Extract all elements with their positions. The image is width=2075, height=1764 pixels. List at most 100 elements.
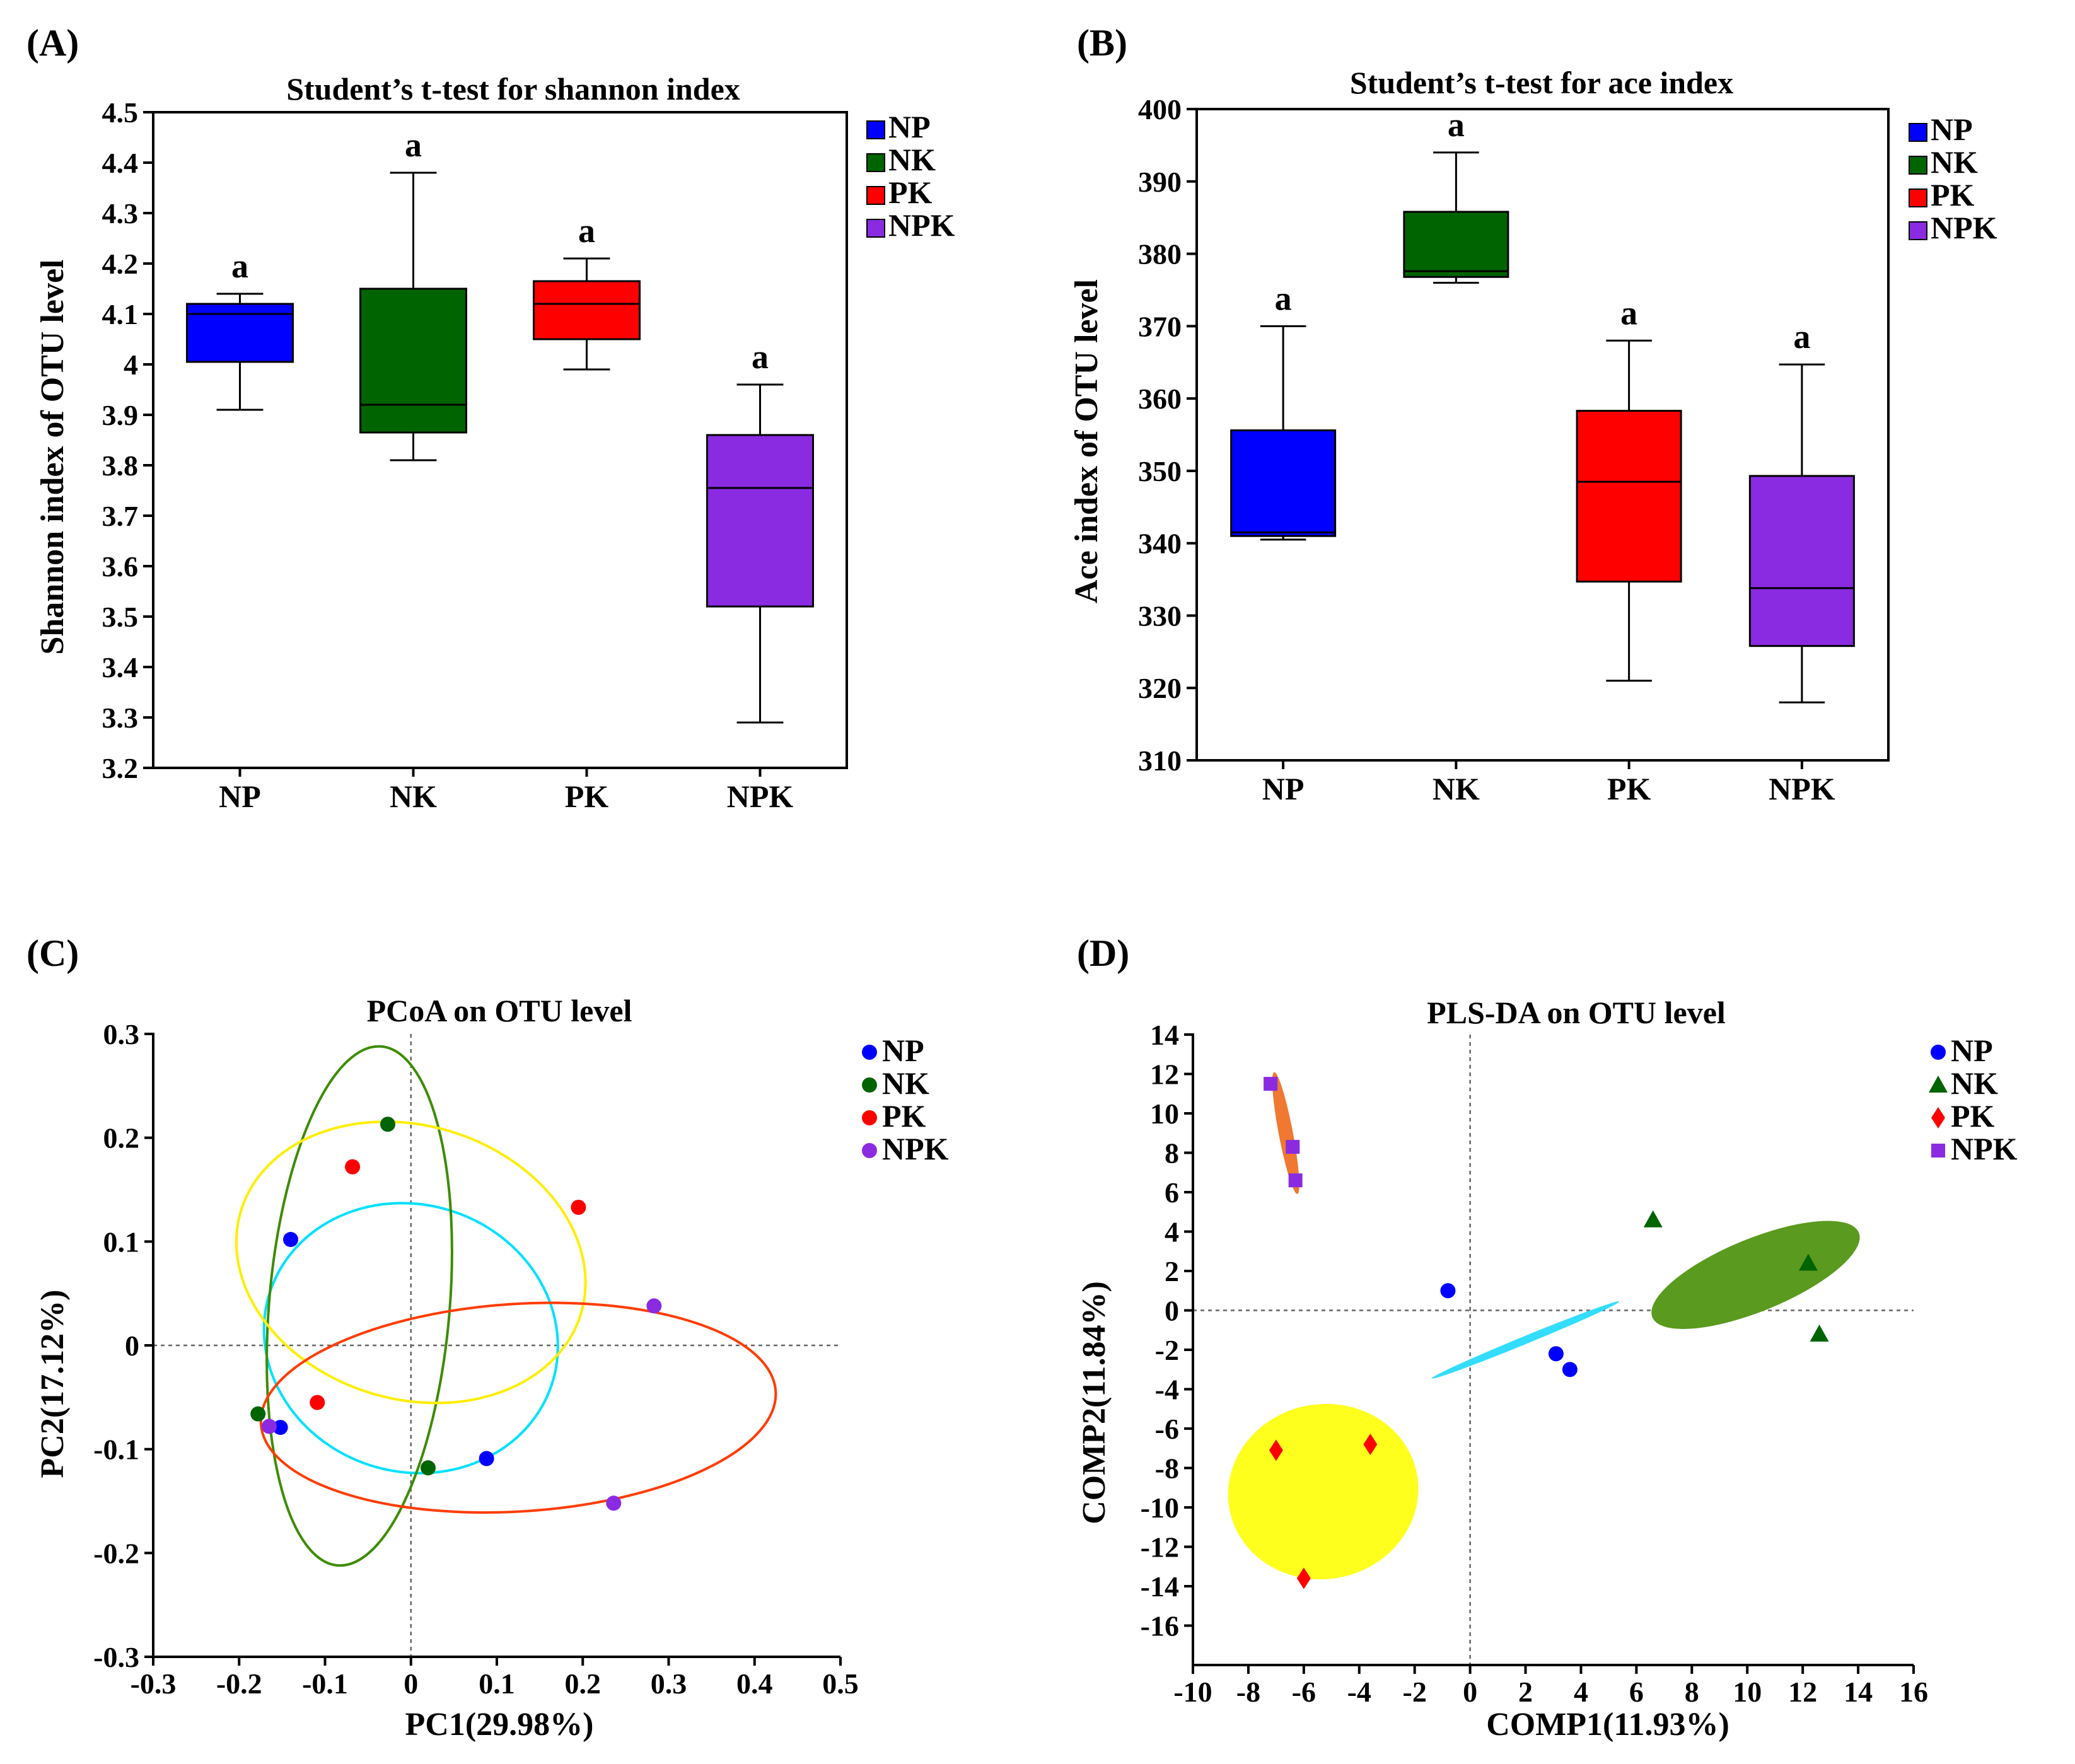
y-tick-label: 0.3 xyxy=(103,1018,140,1050)
x-tick-label: -0.2 xyxy=(216,1668,262,1700)
panel-b: (B) Student’s t-test for ace index Ace i… xyxy=(1047,0,2068,883)
pcoa-scatter: (C) PCoA on OTU level PC2(17.12%) PC1(29… xyxy=(26,932,949,1743)
y-tick-label: 400 xyxy=(1138,93,1182,125)
y-tick-label: 3.2 xyxy=(102,752,139,784)
point-npk xyxy=(1286,1140,1300,1154)
shannon-boxplot: (A) Student’s t-test for shannon index S… xyxy=(26,22,955,814)
plsda-scatter: (D) PLS-DA on OTU level COMP2(11.84%) CO… xyxy=(1076,932,2018,1743)
zero-lines xyxy=(1193,1035,1914,1665)
plot-frame xyxy=(152,111,848,769)
legend-label: PK xyxy=(1931,177,1975,212)
x-category-label: PK xyxy=(565,779,609,814)
legend-label: NPK xyxy=(1951,1131,2018,1166)
x-category-label: NPK xyxy=(727,779,794,814)
y-axis-label: Shannon index of OTU level xyxy=(35,259,71,654)
legend-marker xyxy=(1929,1076,1948,1093)
box-nk xyxy=(1403,211,1509,278)
y-tick-label: -10 xyxy=(1141,1492,1179,1524)
significance-letter: a xyxy=(231,247,248,285)
y-tick-label: 370 xyxy=(1138,310,1182,342)
legend-label: NP xyxy=(1951,1033,1993,1068)
confidence-ellipses xyxy=(1228,1072,1860,1580)
y-tick-label: -0.2 xyxy=(93,1537,139,1569)
y-tick-label: 3.5 xyxy=(102,601,139,633)
legend-swatch xyxy=(1909,221,1927,240)
points xyxy=(1264,1077,1829,1589)
y-tick-label: 14 xyxy=(1150,1019,1179,1051)
x-tick-label: 8 xyxy=(1685,1676,1699,1708)
confidence-ellipses xyxy=(235,1045,777,1567)
y-tick-label: 380 xyxy=(1138,238,1182,270)
y-tick-label: 4.1 xyxy=(102,298,139,330)
legend-label: PK xyxy=(888,175,933,210)
y-tick-label: 4 xyxy=(124,349,138,381)
legend-marker xyxy=(862,1110,877,1125)
legend-swatch xyxy=(866,153,885,172)
ace-boxplot: (B) Student’s t-test for ace index Ace i… xyxy=(1069,22,1997,806)
y-tick-label: -16 xyxy=(1141,1610,1179,1642)
significance-letter: a xyxy=(1275,279,1292,317)
x-tick-label: -8 xyxy=(1236,1676,1260,1708)
ellipse-nk xyxy=(265,1045,453,1567)
legend-label: NK xyxy=(1951,1065,1998,1101)
legend-swatch xyxy=(1909,189,1927,207)
x-category-label: PK xyxy=(1607,771,1651,806)
point-pk xyxy=(310,1395,325,1410)
x-category-label: NP xyxy=(219,779,261,814)
x-category-label: NK xyxy=(390,779,437,814)
x-tick-label: 6 xyxy=(1629,1676,1644,1708)
y-tick-label: 3.6 xyxy=(102,550,139,583)
legend-label: NPK xyxy=(882,1131,949,1166)
y-ticks: 310 320 330 340 350 360 370 380 390 400 xyxy=(1138,93,1197,777)
y-tick-label: 390 xyxy=(1138,166,1182,198)
y-tick-label: 3.7 xyxy=(102,500,139,532)
y-tick-label: 12 xyxy=(1150,1059,1179,1091)
points xyxy=(250,1117,662,1511)
ellipse-nk xyxy=(1651,1221,1860,1329)
ellipse-pk xyxy=(1228,1403,1419,1580)
x-tick-label: 2 xyxy=(1518,1676,1533,1708)
y-tick-label: -4 xyxy=(1155,1374,1179,1406)
legend-marker xyxy=(862,1143,877,1158)
zero-lines xyxy=(153,1034,840,1657)
panel-label: (A) xyxy=(26,22,79,64)
y-ticks: 3.2 3.3 3.4 3.5 3.6 3.7 3.8 3.9 4 4.1 4.2 4.3 4.4 4.5 xyxy=(102,96,153,784)
y-tick-label: -8 xyxy=(1155,1453,1179,1485)
point-nk xyxy=(250,1406,266,1422)
legend-marker xyxy=(862,1077,877,1093)
x-axis-label: PC1(29.98%) xyxy=(405,1707,594,1743)
y-tick-label: -14 xyxy=(1141,1570,1179,1603)
legend-label: NPK xyxy=(888,207,955,243)
point-np xyxy=(1548,1346,1564,1362)
y-tick-label: 10 xyxy=(1150,1098,1179,1130)
ellipse-npk xyxy=(259,1301,777,1514)
point-npk xyxy=(1288,1173,1303,1188)
y-axis-label: PC2(17.12%) xyxy=(35,1290,71,1478)
legend-label: NK xyxy=(882,1065,929,1101)
y-tick-label: 330 xyxy=(1138,600,1182,632)
legend-swatch xyxy=(1909,123,1927,142)
y-axis-label: Ace index of OTU level xyxy=(1069,279,1105,603)
y-tick-label: -0.1 xyxy=(93,1434,139,1466)
x-tick-label: 0.5 xyxy=(822,1668,859,1700)
point-nk xyxy=(1810,1325,1829,1342)
point-np xyxy=(479,1451,494,1466)
legend-marker xyxy=(1931,1107,1945,1129)
x-ticks: -10 -8 -6 -4 -2 0 2 4 6 8 10 12 14 16 xyxy=(1173,1665,1928,1708)
y-ticks: -16 -14 -12 -10 -8 -6 -4 -2 0 2 4 6 8 10 12 14 xyxy=(1141,1019,1193,1642)
y-axis-label: COMP2(11.84%) xyxy=(1076,1281,1112,1524)
significance-letter: a xyxy=(1620,294,1637,332)
ellipse-npk xyxy=(1272,1072,1299,1194)
x-tick-label: 0.2 xyxy=(565,1668,602,1700)
x-tick-label: 0.3 xyxy=(651,1668,687,1700)
x-tick-label: -2 xyxy=(1403,1676,1427,1708)
x-category-label: NPK xyxy=(1769,771,1835,806)
legend-label: NPK xyxy=(1931,210,1997,245)
x-tick-label: 0 xyxy=(1463,1676,1477,1708)
y-tick-label: 360 xyxy=(1138,383,1182,415)
point-np xyxy=(1562,1362,1578,1378)
legend-label: NK xyxy=(1931,144,1978,180)
significance-letter: a xyxy=(405,126,422,164)
